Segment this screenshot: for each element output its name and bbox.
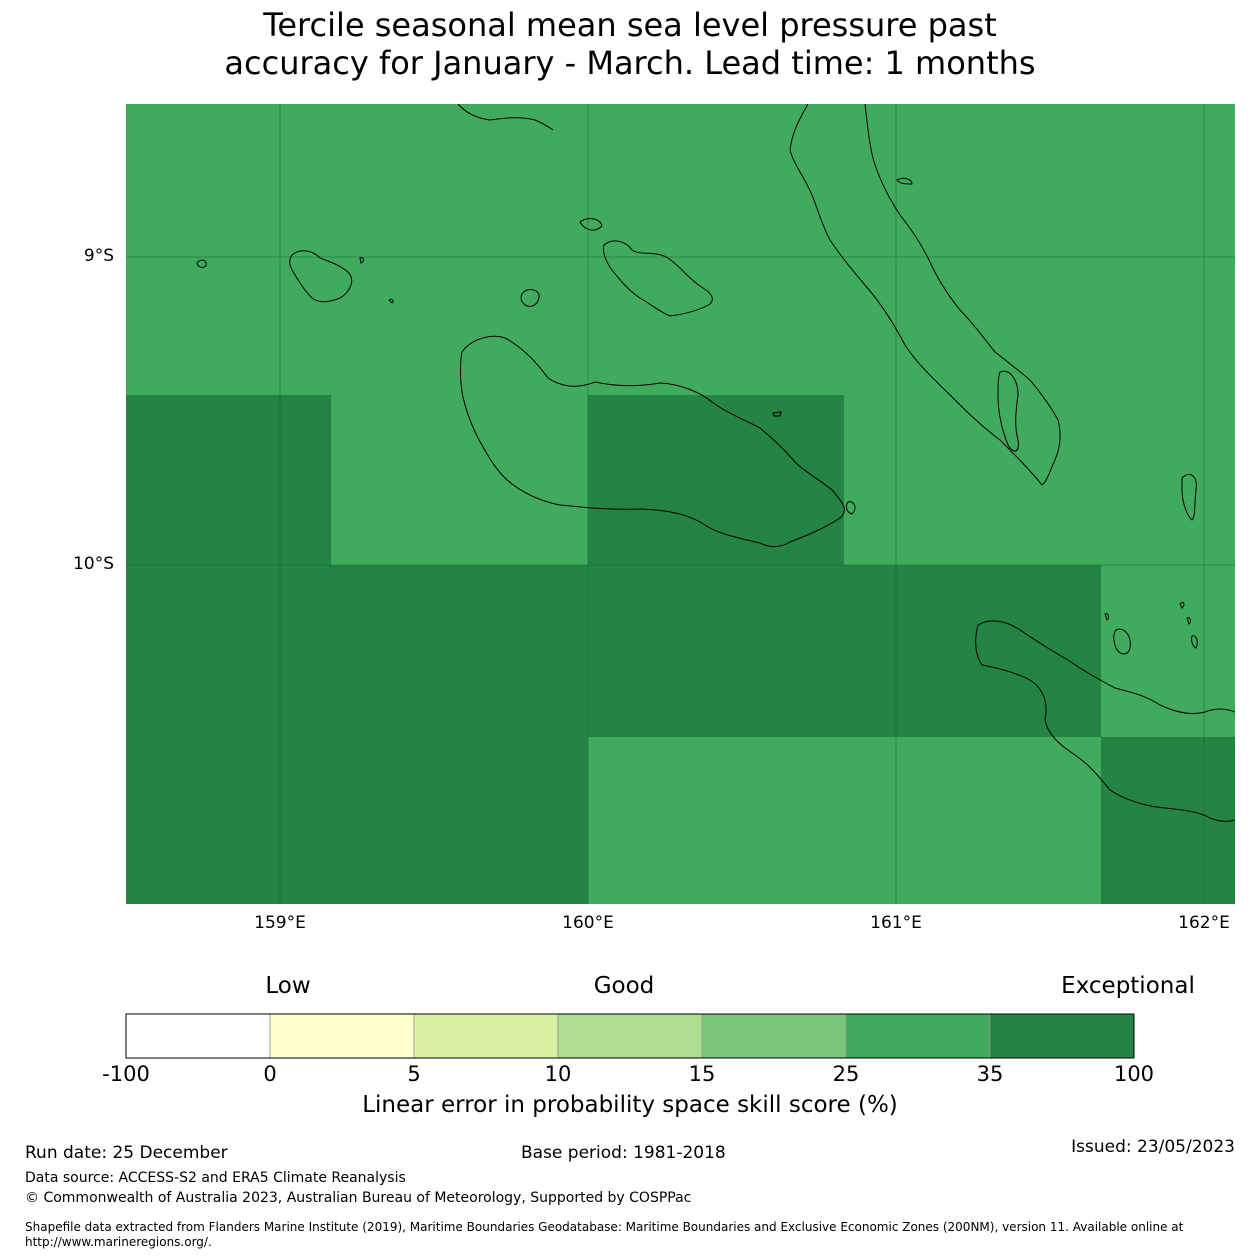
shapefile-credit-line-1: Shapefile data extracted from Flanders M… <box>25 1220 1184 1234</box>
coastline-south-malaita <box>997 370 1019 452</box>
tick-label: 25 <box>832 1062 860 1086</box>
coastline-islet-1 <box>772 411 782 417</box>
colorbar <box>125 1013 1135 1059</box>
coastline-islet-9 <box>1179 601 1185 609</box>
lon-label-162e: 162°E <box>1178 913 1230 933</box>
coastline-islet-4 <box>196 259 207 268</box>
coastline-ulawa <box>1113 628 1131 655</box>
colorbar-cell <box>413 1013 559 1059</box>
graticule <box>126 104 1235 904</box>
coastline-east-islet <box>1181 474 1197 521</box>
title-line-2: accuracy for January - March. Lead time:… <box>224 44 1036 82</box>
coastline-makira-south <box>975 624 1236 822</box>
tick-label: -100 <box>102 1062 150 1086</box>
tick-label: 100 <box>1113 1062 1155 1086</box>
copyright: © Commonwealth of Australia 2023, Austra… <box>25 1190 692 1206</box>
coastline-makira <box>977 620 1236 715</box>
colorbar-cell <box>845 1013 991 1059</box>
issued-date: Issued: 23/05/2023 <box>1071 1137 1235 1157</box>
coastline-guadalcanal <box>460 335 845 548</box>
category-label-exceptional: Exceptional <box>1061 973 1195 999</box>
map-title: Tercile seasonal mean sea level pressure… <box>0 6 1260 82</box>
coastline-islet-5 <box>388 298 394 304</box>
coastline-islet-2 <box>845 501 856 515</box>
run-date: Run date: 25 December <box>25 1143 228 1163</box>
coastline-savo <box>520 289 540 307</box>
coastlines <box>196 103 1236 822</box>
tick-label: 0 <box>263 1062 277 1086</box>
coastline-florida-islands <box>603 240 713 317</box>
colorbar-frame <box>125 1013 1135 1059</box>
tick-label: 5 <box>407 1062 421 1086</box>
tick-label: 15 <box>688 1062 716 1086</box>
coastline-islet-3 <box>579 218 603 231</box>
shapefile-credit-line-2: http://www.marineregions.org/. <box>25 1235 212 1249</box>
colorbar-cell <box>125 1013 271 1059</box>
grid-cell-high-south-west <box>126 565 588 904</box>
coastline-islet-6 <box>359 257 364 264</box>
coastline-islet-7 <box>896 177 913 185</box>
coastline-western-islands <box>289 250 353 303</box>
coastline-islet-10 <box>1186 617 1191 625</box>
coastline-malaita <box>789 103 1061 486</box>
colorbar-cell <box>269 1013 415 1059</box>
coastline-islet-11 <box>1191 635 1198 649</box>
colorbar-cell <box>989 1013 1135 1059</box>
tick-label: 10 <box>544 1062 572 1086</box>
lon-label-159e: 159°E <box>254 913 306 933</box>
coastline-santa-isabel-north <box>457 103 554 131</box>
coastline-islet-8 <box>1104 613 1109 621</box>
grid-cell-high-south-center <box>588 565 1101 737</box>
colorbar-cell <box>557 1013 703 1059</box>
lon-label-160e: 160°E <box>562 913 614 933</box>
colorbar-cells <box>125 1013 1135 1059</box>
tick-label: 35 <box>976 1062 1004 1086</box>
grid-cell-high-south-east <box>1101 737 1235 904</box>
category-label-low: Low <box>265 973 311 999</box>
base-period: Base period: 1981-2018 <box>521 1143 726 1163</box>
title-line-1: Tercile seasonal mean sea level pressure… <box>263 6 997 44</box>
lat-label-9s: 9°S <box>83 246 114 266</box>
shapefile-credit: Shapefile data extracted from Flanders M… <box>25 1220 1245 1250</box>
grid-cell-high-center <box>588 395 844 565</box>
lon-label-161e: 161°E <box>870 913 922 933</box>
colorbar-cell <box>701 1013 847 1059</box>
data-source: Data source: ACCESS-S2 and ERA5 Climate … <box>25 1170 406 1186</box>
lat-label-10s: 10°S <box>73 554 114 574</box>
colorbar-title: Linear error in probability space skill … <box>362 1092 898 1118</box>
category-label-good: Good <box>593 973 655 999</box>
skill-grid <box>126 104 1235 904</box>
grid-cell-high-west <box>126 395 331 565</box>
